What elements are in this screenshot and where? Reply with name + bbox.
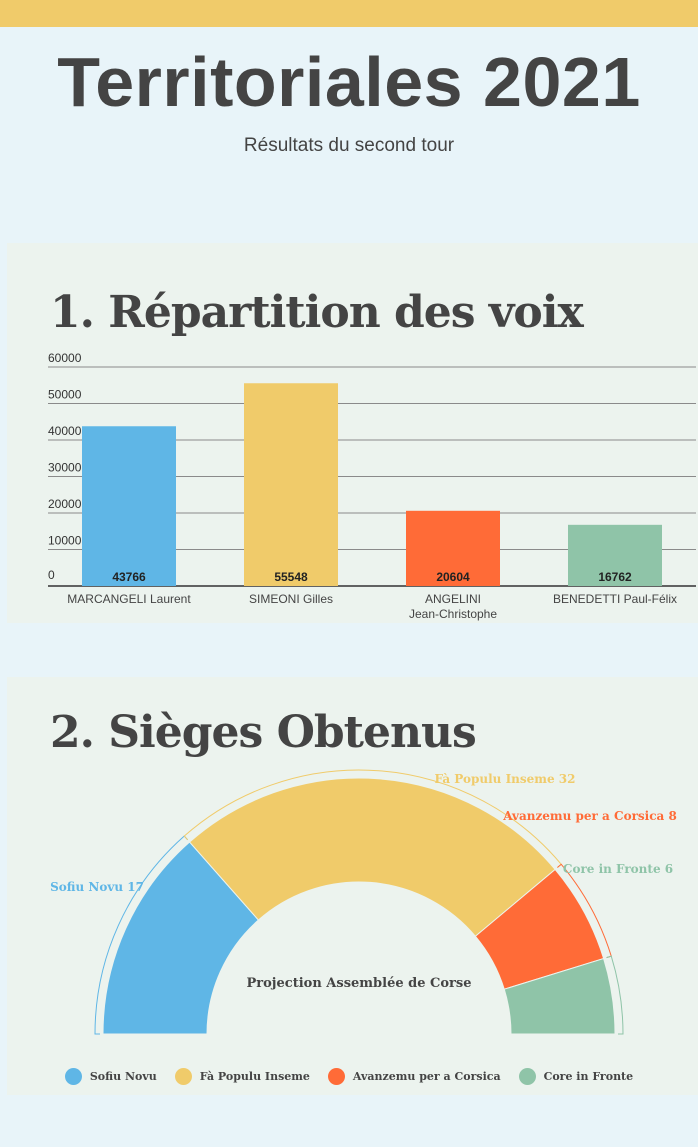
y-tick-label: 10000 [48,534,82,548]
donut-slice [188,777,556,938]
legend-label: Avanzemu per a Corsica [352,1070,501,1083]
legend-item: Sofiu Novu [64,1068,157,1085]
x-category-label: ANGELINI [425,592,481,606]
slice-bracket [606,955,624,1035]
y-tick-label: 0 [48,568,55,582]
votes-section-title: 1. Répartition des voix [50,287,584,338]
page-subtitle: Résultats du second tour [243,135,455,156]
y-tick-label: 20000 [48,497,82,511]
slice-bracket [183,769,562,868]
slice-label: Sofiu Novu 17 [50,880,144,894]
x-category-label: MARCANGELI Laurent [67,592,191,606]
donut-center-label: Projection Assemblée de Corse [247,976,472,991]
legend-swatch [174,1068,192,1085]
bar-value-label: 20604 [436,570,470,584]
seats-section-title: 2. Sièges Obtenus [50,707,477,758]
legend-swatch [327,1068,345,1085]
bar [82,426,176,586]
bar [568,524,662,586]
legend-item: Avanzemu per a Corsica [327,1068,501,1085]
bar-value-label: 55548 [274,570,308,584]
x-category-label: SIMEONI Gilles [249,592,333,606]
slice-bracket [94,835,188,1035]
top-accent-bar [0,0,698,27]
legend-item: Core in Fronte [518,1068,634,1085]
x-category-label: Jean-Christophe [409,607,497,621]
y-tick-label: 60000 [48,351,82,365]
legend-item: Fà Populu Inseme [174,1068,310,1085]
x-category-label: BENEDETTI Paul-Félix [553,592,677,606]
donut-slice [503,957,616,1035]
legend-swatch [64,1068,82,1085]
bar-value-label: 43766 [112,570,146,584]
slice-label: Fà Populu Inseme 32 [434,772,575,786]
slice-label: Core in Fronte 6 [563,862,673,876]
y-tick-label: 40000 [48,424,82,438]
legend-swatch [518,1068,536,1085]
seats-legend: Sofiu Novu Fà Populu Inseme Avanzemu per a… [0,1068,698,1085]
slice-label: Avanzemu per a Corsica 8 [502,809,677,823]
bar-value-label: 16762 [598,570,632,584]
legend-label: Core in Fronte [543,1070,634,1083]
bar [406,510,500,586]
legend-label: Sofiu Novu [89,1070,157,1083]
y-tick-label: 50000 [48,388,82,402]
y-tick-label: 30000 [48,461,82,475]
legend-label: Fà Populu Inseme [199,1070,310,1083]
bar [244,383,338,586]
page-title: Territoriales 2021 [57,43,641,121]
